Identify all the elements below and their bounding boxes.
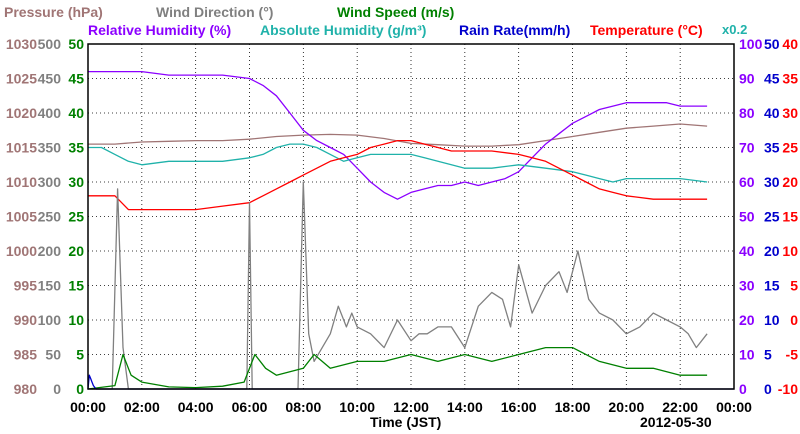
- y-tick-label-wind-direction: 100: [38, 312, 62, 328]
- chart-grid: [88, 44, 734, 389]
- legend-pressure: Pressure (hPa): [4, 4, 103, 20]
- y-tick-label-rain-rate: 50: [764, 36, 780, 52]
- y-tick-label-wind-speed: 25: [68, 209, 84, 225]
- plot-frame: [87, 43, 735, 390]
- y-tick-label-wind-direction: 400: [38, 105, 62, 121]
- y-tick-label-temperature: 30: [782, 105, 798, 121]
- legend-rain-rate: Rain Rate(mm/h): [459, 22, 571, 38]
- y-tick-label-relative-humidity: 90: [739, 71, 755, 87]
- y-tick-label-rain-rate: 20: [764, 243, 780, 259]
- legend-wind-direction: Wind Direction (°): [156, 4, 274, 20]
- legend-absolute-humidity: Absolute Humidity (g/m³): [260, 22, 427, 38]
- series-wind-speed: [87, 346, 708, 390]
- series-absolute-humidity: [88, 143, 708, 183]
- y-tick-label-relative-humidity: 10: [739, 347, 755, 363]
- x-tick-label: 14:00: [447, 399, 483, 415]
- x-tick-label: 00:00: [70, 399, 106, 415]
- x-axis-label: Time (JST): [370, 414, 442, 430]
- y-tick-label-relative-humidity: 80: [739, 105, 755, 121]
- x-tick-label: 12:00: [393, 399, 429, 415]
- y-tick-label-rain-rate: 35: [764, 140, 780, 156]
- y-tick-label-wind-speed: 35: [68, 140, 84, 156]
- x-tick-label: 06:00: [232, 399, 268, 415]
- x-tick-label: 22:00: [662, 399, 698, 415]
- y-tick-label-wind-speed: 50: [68, 36, 84, 52]
- y-tick-label-pressure: 1015: [6, 140, 37, 156]
- y-tick-label-relative-humidity: 0: [739, 381, 747, 397]
- y-tick-label-wind-speed: 45: [68, 71, 84, 87]
- series-temperature: [88, 139, 708, 211]
- y-tick-label-wind-direction: 300: [38, 174, 62, 190]
- series-relative-humidity: [88, 70, 708, 200]
- y-tick-label-wind-speed: 0: [76, 381, 84, 397]
- y-tick-label-pressure: 1025: [6, 71, 37, 87]
- y-tick-label-temperature: 5: [790, 278, 798, 294]
- y-tick-label-pressure: 1000: [6, 243, 37, 259]
- y-tick-label-relative-humidity: 70: [739, 140, 755, 156]
- y-tick-label-pressure: 1010: [6, 174, 37, 190]
- y-tick-label-temperature: 25: [782, 140, 798, 156]
- y-tick-label-rain-rate: 0: [764, 381, 772, 397]
- y-tick-label-relative-humidity: 20: [739, 312, 755, 328]
- y-tick-label-rain-rate: 30: [764, 174, 780, 190]
- y-tick-label-wind-speed: 15: [68, 278, 84, 294]
- y-tick-label-rain-rate: 5: [764, 347, 772, 363]
- legend-rain-scale-note: x0.2: [722, 22, 748, 37]
- y-tick-label-rain-rate: 45: [764, 71, 780, 87]
- chart-series: [87, 70, 734, 390]
- y-tick-label-pressure: 1020: [6, 105, 37, 121]
- y-tick-label-temperature: 15: [782, 209, 798, 225]
- chart-date: 2012-05-30: [640, 414, 712, 430]
- y-tick-label-wind-direction: 450: [38, 71, 62, 87]
- y-tick-label-wind-speed: 10: [68, 312, 84, 328]
- y-tick-label-temperature: 40: [782, 36, 798, 52]
- y-tick-label-temperature: -5: [786, 347, 799, 363]
- y-tick-label-wind-direction: 200: [38, 243, 62, 259]
- y-tick-label-pressure: 1005: [6, 209, 37, 225]
- x-tick-label: 02:00: [124, 399, 160, 415]
- y-tick-label-rain-rate: 10: [764, 312, 780, 328]
- y-tick-label-rain-rate: 40: [764, 105, 780, 121]
- x-tick-label: 08:00: [285, 399, 321, 415]
- y-tick-label-temperature: 20: [782, 174, 798, 190]
- y-tick-label-wind-speed: 30: [68, 174, 84, 190]
- y-tick-label-temperature: 35: [782, 71, 798, 87]
- legend-relative-humidity: Relative Humidity (%): [88, 22, 232, 38]
- y-tick-label-rain-rate: 25: [764, 209, 780, 225]
- y-tick-label-temperature: 0: [790, 312, 798, 328]
- y-tick-label-pressure: 980: [14, 381, 38, 397]
- y-tick-label-wind-direction: 0: [53, 381, 61, 397]
- y-tick-label-relative-humidity: 30: [739, 278, 755, 294]
- y-tick-label-wind-direction: 500: [38, 36, 62, 52]
- y-tick-label-rain-rate: 15: [764, 278, 780, 294]
- y-tick-label-wind-speed: 5: [76, 347, 84, 363]
- x-tick-label: 04:00: [178, 399, 214, 415]
- x-tick-label: 20:00: [608, 399, 644, 415]
- x-tick-label: 00:00: [716, 399, 752, 415]
- legend-wind-speed: Wind Speed (m/s): [337, 4, 455, 20]
- y-tick-label-relative-humidity: 100: [739, 36, 763, 52]
- x-tick-label: 16:00: [501, 399, 537, 415]
- y-tick-label-wind-speed: 20: [68, 243, 84, 259]
- y-tick-label-wind-direction: 350: [38, 140, 62, 156]
- y-tick-label-pressure: 1030: [6, 36, 37, 52]
- y-tick-label-wind-direction: 250: [38, 209, 62, 225]
- y-tick-label-wind-direction: 50: [45, 347, 61, 363]
- legend-temperature: Temperature (°C): [590, 22, 703, 38]
- y-tick-label-pressure: 985: [14, 347, 38, 363]
- y-tick-label-wind-direction: 150: [38, 278, 62, 294]
- chart-ticks: 00:00 02:00 04:00 06:00 08:00 10:00 12:00 14:00…: [6, 36, 798, 415]
- series-pressure: [88, 123, 708, 147]
- y-tick-label-wind-speed: 40: [68, 105, 84, 121]
- y-tick-label-relative-humidity: 50: [739, 209, 755, 225]
- y-tick-label-temperature: 10: [782, 243, 798, 259]
- y-tick-label-temperature: -10: [778, 381, 798, 397]
- x-tick-label: 18:00: [555, 399, 591, 415]
- y-tick-label-relative-humidity: 60: [739, 174, 755, 190]
- y-tick-label-pressure: 995: [14, 278, 38, 294]
- y-tick-label-relative-humidity: 40: [739, 243, 755, 259]
- y-tick-label-pressure: 990: [14, 312, 38, 328]
- x-tick-label: 10:00: [339, 399, 375, 415]
